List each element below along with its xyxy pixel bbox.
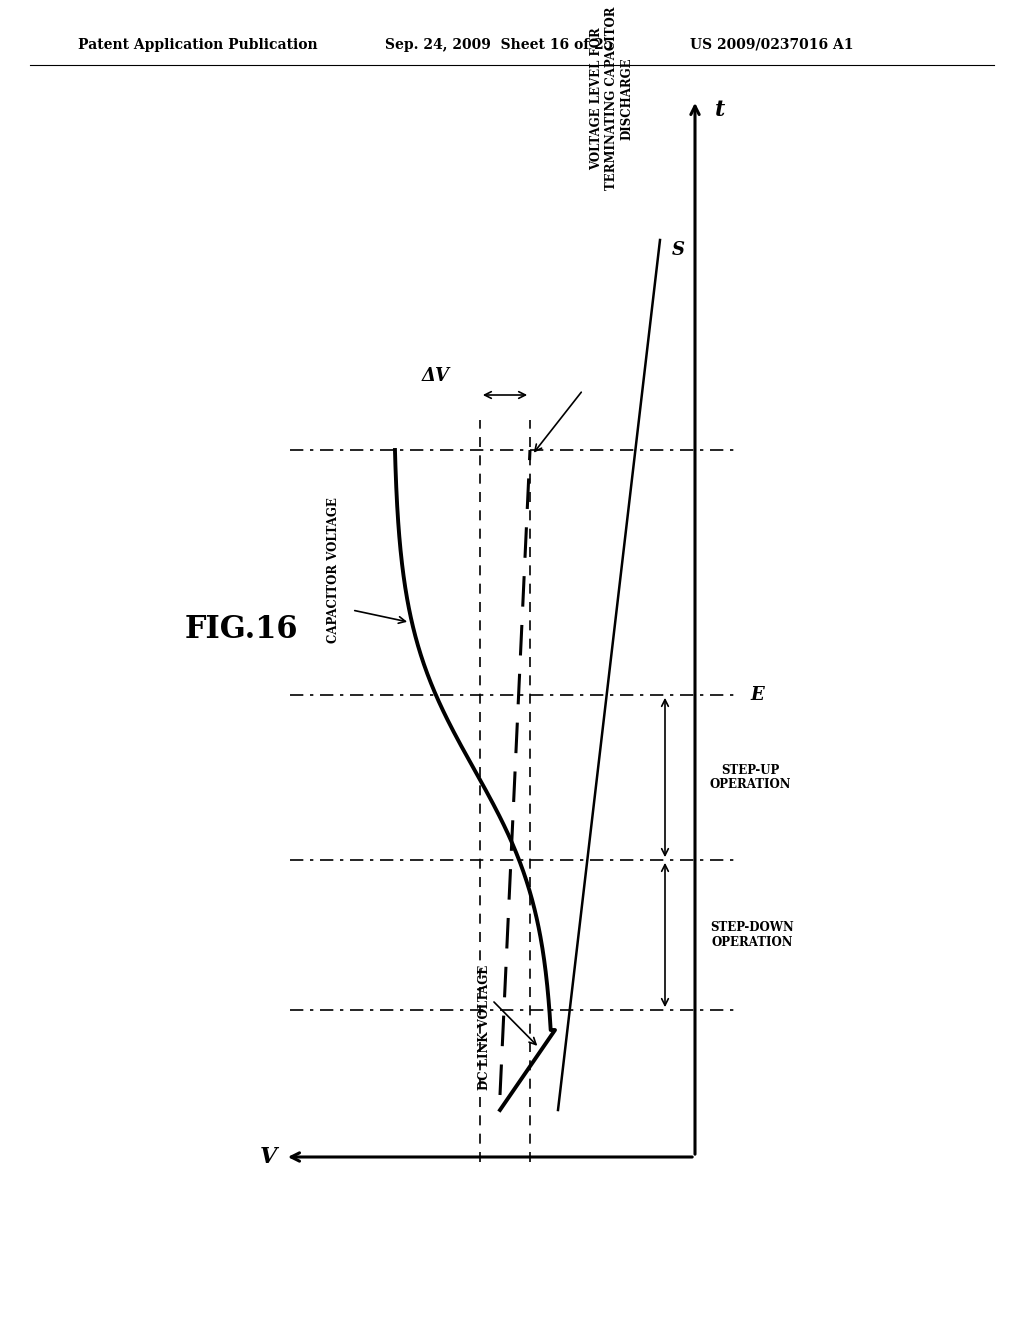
Text: VOLTAGE LEVEL FOR
TERMINATING CAPACITOR
DISCHARGE: VOLTAGE LEVEL FOR TERMINATING CAPACITOR … <box>590 7 633 190</box>
Text: V: V <box>259 1146 276 1168</box>
Text: DC LINK VOLTAGE: DC LINK VOLTAGE <box>478 965 492 1090</box>
Text: CAPACITOR VOLTAGE: CAPACITOR VOLTAGE <box>327 498 340 643</box>
Text: E: E <box>750 686 764 704</box>
Text: Sep. 24, 2009  Sheet 16 of 25: Sep. 24, 2009 Sheet 16 of 25 <box>385 38 613 51</box>
Text: Patent Application Publication: Patent Application Publication <box>78 38 317 51</box>
Text: US 2009/0237016 A1: US 2009/0237016 A1 <box>690 38 853 51</box>
Text: STEP-UP
OPERATION: STEP-UP OPERATION <box>710 763 792 792</box>
Text: S: S <box>672 242 685 259</box>
Text: STEP-DOWN
OPERATION: STEP-DOWN OPERATION <box>710 921 794 949</box>
Text: t: t <box>715 99 725 121</box>
Text: ΔV: ΔV <box>422 367 450 385</box>
Text: FIG.16: FIG.16 <box>185 615 299 645</box>
